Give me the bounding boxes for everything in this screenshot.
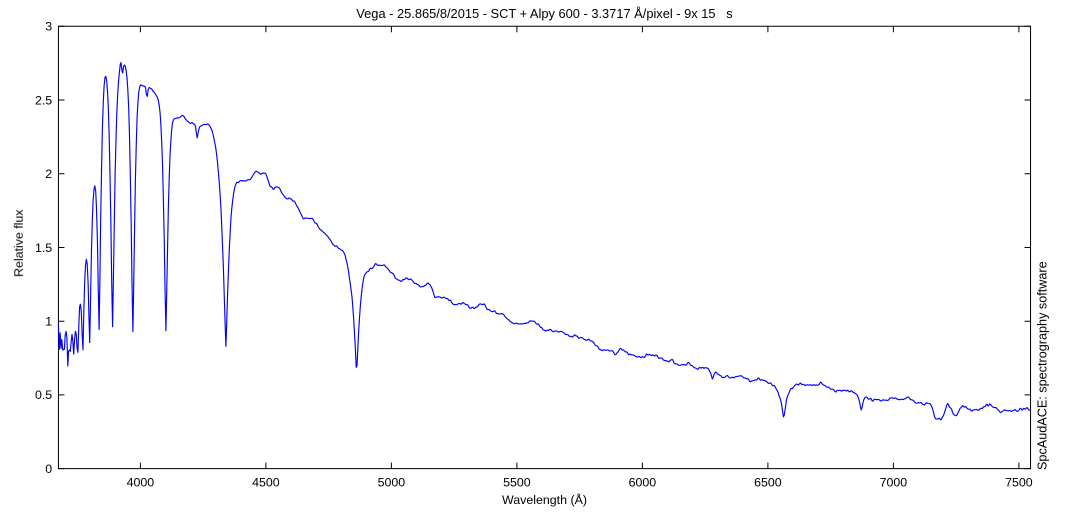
svg-text:5500: 5500	[503, 475, 531, 489]
svg-text:6000: 6000	[629, 475, 657, 489]
svg-text:5000: 5000	[378, 475, 406, 489]
svg-text:7000: 7000	[880, 475, 908, 489]
svg-text:1: 1	[45, 315, 52, 329]
svg-text:3: 3	[45, 20, 52, 34]
svg-text:7500: 7500	[1005, 475, 1033, 489]
svg-text:Vega - 25.865/8/2015 - SCT + A: Vega - 25.865/8/2015 - SCT + Alpy 600 - …	[356, 6, 732, 21]
svg-text:SpcAudACE: spectrography softw: SpcAudACE: spectrography software	[1036, 261, 1050, 470]
svg-text:0.5: 0.5	[35, 388, 52, 402]
svg-text:4000: 4000	[127, 475, 155, 489]
svg-text:4500: 4500	[252, 475, 280, 489]
svg-text:Relative flux: Relative flux	[12, 209, 26, 277]
svg-text:2.5: 2.5	[35, 93, 52, 107]
svg-text:6500: 6500	[754, 475, 782, 489]
svg-text:1.5: 1.5	[35, 241, 52, 255]
svg-text:0: 0	[45, 462, 52, 476]
svg-text:2: 2	[45, 167, 52, 181]
svg-text:Wavelength (Å): Wavelength (Å)	[502, 492, 587, 507]
